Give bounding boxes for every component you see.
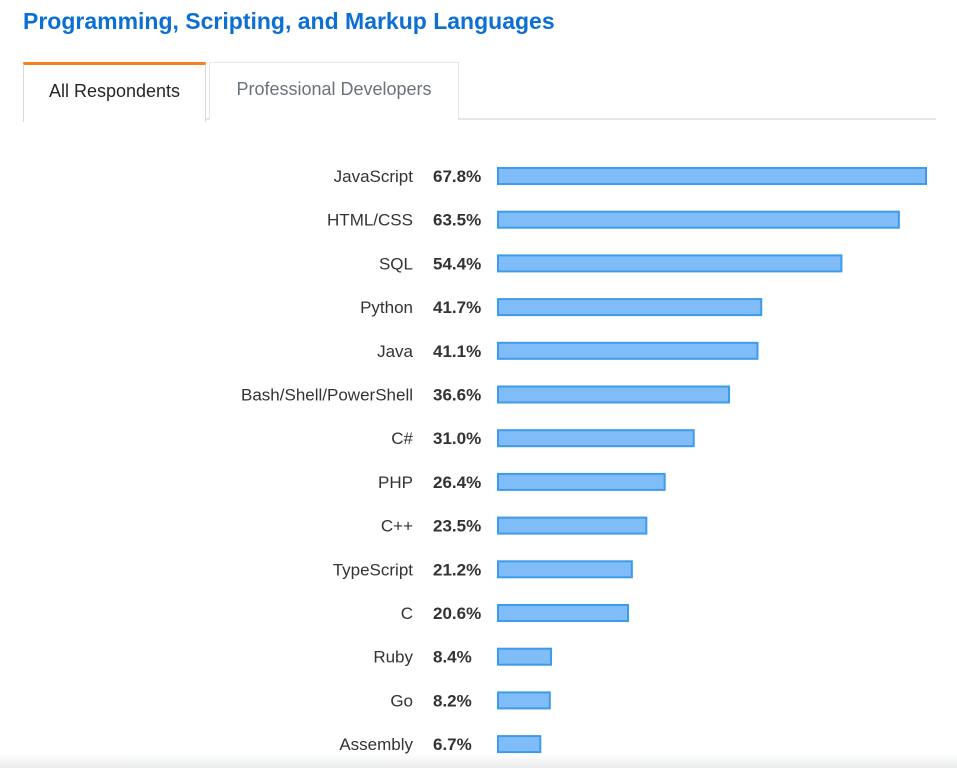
value-label: 63.5%: [433, 211, 481, 230]
bar: [497, 604, 630, 622]
bar: [497, 298, 763, 317]
bar: [497, 647, 553, 666]
category-label: C: [401, 604, 413, 623]
bar-row: Ruby 8.4%: [373, 647, 553, 667]
bar-row: HTML/CSS 63.5%: [327, 210, 900, 230]
bottom-fade: [0, 754, 957, 768]
bar-row: Bash/Shell/PowerShell 36.6%: [241, 385, 731, 405]
value-label: 36.6%: [433, 386, 481, 405]
bar: [497, 516, 648, 535]
value-label: 54.4%: [433, 254, 481, 273]
tab-bar: All Respondents Professional Developers: [23, 62, 936, 122]
bar: [497, 385, 731, 404]
category-label: SQL: [379, 254, 413, 273]
category-label: JavaScript: [334, 167, 414, 186]
value-label: 21.2%: [433, 560, 481, 579]
bar-row: Python 41.7%: [360, 298, 763, 317]
category-label: PHP: [378, 473, 413, 492]
category-label: Go: [390, 691, 413, 710]
bar: [497, 254, 843, 273]
bar: [497, 210, 900, 229]
languages-bar-chart: JavaScript 67.8% HTML/CSS 63.5% SQL 54.4% Pyth…: [241, 167, 927, 754]
value-label: 41.7%: [433, 298, 481, 317]
category-label: Assembly: [339, 735, 413, 754]
bar-row: TypeScript 21.2%: [333, 560, 633, 579]
value-label: 26.4%: [433, 473, 481, 492]
value-label: 6.7%: [433, 735, 472, 754]
page-title: Programming, Scripting, and Markup Langu…: [23, 8, 555, 34]
category-label: C#: [391, 429, 413, 448]
bar: [497, 472, 666, 491]
value-label: 8.4%: [433, 648, 472, 667]
value-label: 67.8%: [433, 167, 481, 186]
value-label: 20.6%: [433, 604, 481, 623]
bar-row: PHP 26.4%: [378, 472, 666, 492]
category-label: TypeScript: [333, 560, 414, 579]
bar: [497, 341, 759, 360]
bar: [497, 429, 695, 448]
category-label: HTML/CSS: [327, 211, 413, 230]
category-label: Java: [377, 342, 413, 361]
value-label: 41.1%: [433, 342, 481, 361]
tab-professional-developers[interactable]: Professional Developers: [209, 62, 459, 120]
bar-row: C 20.6%: [401, 604, 630, 623]
bar-row: C# 31.0%: [391, 429, 695, 448]
category-label: Bash/Shell/PowerShell: [241, 386, 413, 405]
category-label: Python: [360, 298, 413, 317]
value-label: 8.2%: [433, 691, 472, 710]
bar-row: JavaScript 67.8%: [334, 167, 927, 186]
bar: [497, 735, 542, 754]
bar: [497, 691, 551, 710]
bar: [497, 560, 633, 579]
bar-row: Java 41.1%: [377, 341, 759, 361]
bar-row: Go 8.2%: [390, 691, 551, 710]
category-label: Ruby: [373, 648, 413, 667]
value-label: 31.0%: [433, 429, 481, 448]
bar-row: Assembly 6.7%: [339, 735, 542, 754]
bar-row: C++ 23.5%: [381, 516, 648, 536]
tab-all-respondents[interactable]: All Respondents: [23, 62, 206, 122]
bar: [497, 167, 927, 185]
category-label: C++: [381, 517, 413, 536]
bar-row: SQL 54.4%: [379, 254, 843, 273]
value-label: 23.5%: [433, 517, 481, 536]
